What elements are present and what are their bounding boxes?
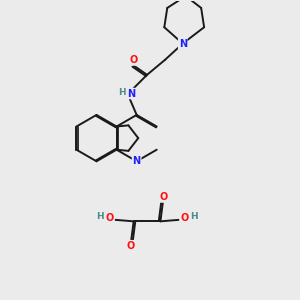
Text: H: H (190, 212, 198, 221)
Text: O: O (106, 213, 114, 224)
Text: H: H (118, 88, 126, 97)
Text: N: N (127, 88, 135, 98)
Text: O: O (159, 192, 167, 202)
Text: H: H (96, 212, 103, 221)
Text: O: O (180, 213, 188, 224)
Text: N: N (179, 39, 187, 49)
Text: O: O (129, 55, 137, 65)
Text: N: N (133, 156, 141, 166)
Text: O: O (127, 241, 135, 251)
